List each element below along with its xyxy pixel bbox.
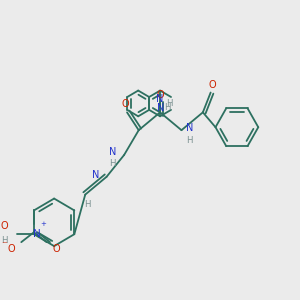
Text: O: O [121, 99, 129, 110]
Text: N: N [92, 170, 100, 180]
Text: O: O [209, 80, 216, 90]
Text: ⁻: ⁻ [1, 240, 7, 250]
Text: N: N [156, 94, 164, 104]
Text: H: H [165, 103, 171, 112]
Text: H: H [186, 136, 193, 145]
Text: N: N [186, 123, 193, 133]
Text: H: H [2, 236, 8, 245]
Text: N: N [109, 147, 116, 157]
Text: +: + [41, 221, 46, 227]
Text: H: H [166, 99, 173, 108]
Text: O: O [1, 221, 9, 231]
Text: O: O [8, 244, 15, 254]
Text: H: H [109, 159, 116, 168]
Text: N: N [33, 229, 41, 239]
Text: N: N [157, 103, 164, 113]
Text: H: H [84, 200, 90, 209]
Text: O: O [156, 89, 164, 100]
Text: O: O [52, 244, 60, 254]
